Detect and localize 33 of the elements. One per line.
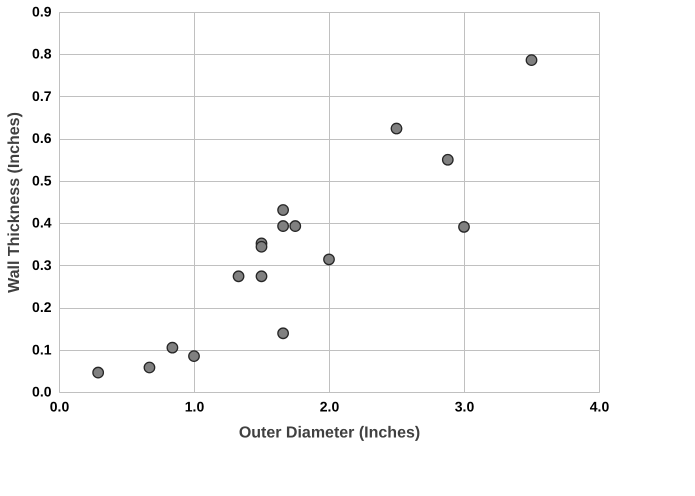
x-tick-label: 3.0	[454, 398, 474, 414]
y-axis-title: Wall Thickness (Inches)	[6, 112, 24, 293]
point	[526, 54, 538, 66]
point	[442, 154, 454, 166]
point	[277, 204, 289, 216]
x-tick-label: 1.0	[184, 398, 204, 414]
point	[256, 270, 268, 282]
point	[166, 342, 178, 354]
y-tick-label: 0.7	[32, 88, 52, 104]
y-tick-label: 0.1	[32, 341, 52, 358]
x-tick-label: 0.0	[50, 398, 70, 414]
point	[277, 220, 289, 232]
point	[390, 122, 402, 134]
y-tick-label: 0.2	[32, 299, 52, 316]
y-tick-label: 0.3	[32, 256, 52, 273]
x-axis-title: Outer Diameter (Inches)	[238, 424, 420, 442]
point	[92, 366, 104, 378]
y-tick-label: 0.8	[32, 46, 52, 62]
point	[277, 327, 289, 340]
point	[188, 350, 200, 362]
point	[323, 254, 335, 266]
y-tick-label: 0.9	[32, 4, 52, 20]
point	[256, 240, 268, 253]
y-tick-label: 0.5	[32, 172, 52, 188]
point	[232, 270, 244, 282]
point	[289, 220, 302, 232]
y-tick-label: 0.0	[32, 384, 52, 400]
point	[458, 221, 470, 233]
x-tick-label: 2.0	[320, 398, 340, 414]
point	[144, 362, 156, 374]
y-tick-label: 0.6	[32, 130, 52, 146]
x-tick-label: 4.0	[590, 398, 610, 414]
y-tick-label: 0.4	[32, 214, 52, 231]
